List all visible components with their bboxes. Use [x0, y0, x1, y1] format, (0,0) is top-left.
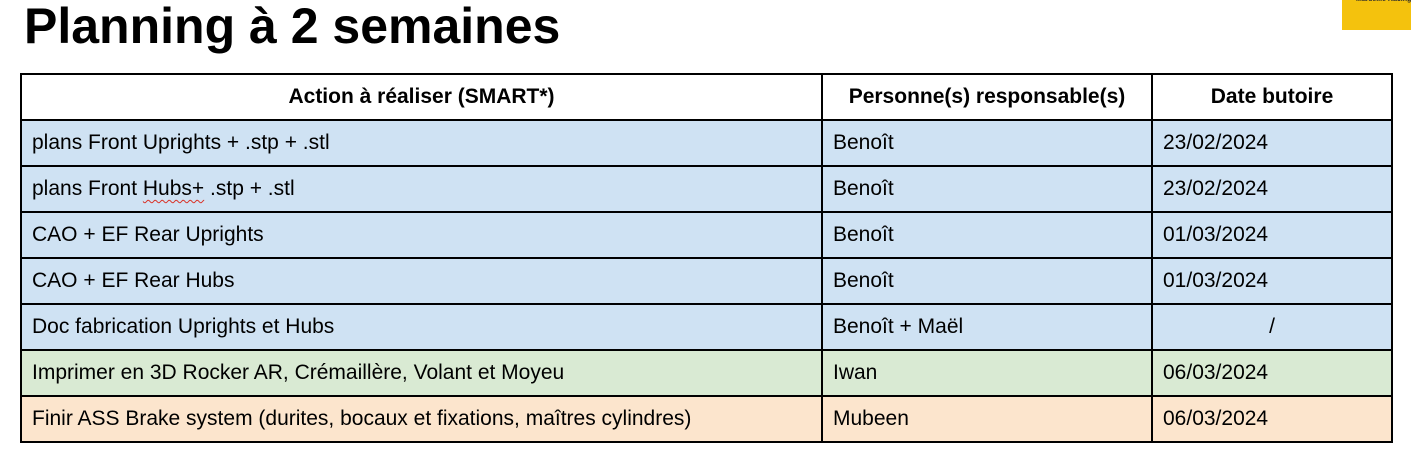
- date-cell[interactable]: 23/02/2024: [1151, 119, 1393, 167]
- action-cell[interactable]: Imprimer en 3D Rocker AR, Crémaillère, V…: [20, 349, 823, 397]
- action-text: plans Front: [32, 177, 143, 200]
- person-cell[interactable]: Benoît: [821, 211, 1153, 259]
- person-cell[interactable]: Iwan: [821, 349, 1153, 397]
- action-text: Imprimer en 3D Rocker AR, Crémaillère, V…: [32, 361, 565, 384]
- action-cell[interactable]: Doc fabrication Uprights et Hubs: [20, 303, 823, 351]
- action-text-rest: .stp + .stl: [204, 177, 295, 200]
- action-text: CAO + EF Rear Hubs: [32, 269, 235, 292]
- action-cell[interactable]: Finir ASS Brake system (durites, bocaux …: [20, 395, 823, 443]
- page-title: Planning à 2 semaines: [24, 0, 561, 54]
- table-row: Finir ASS Brake system (durites, bocaux …: [20, 395, 1393, 443]
- header-row: Action à réaliser (SMART*) Personne(s) r…: [20, 73, 1393, 121]
- date-cell[interactable]: 06/03/2024: [1151, 349, 1393, 397]
- table-row: Imprimer en 3D Rocker AR, Crémaillère, V…: [20, 349, 1393, 397]
- date-cell[interactable]: 23/02/2024: [1151, 165, 1393, 213]
- person-cell[interactable]: Mubeen: [821, 395, 1153, 443]
- action-cell[interactable]: CAO + EF Rear Uprights: [20, 211, 823, 259]
- header-person: Personne(s) responsable(s): [821, 73, 1153, 121]
- action-text: CAO + EF Rear Uprights: [32, 223, 264, 246]
- table-row: plans Front Hubs+ .stp + .stl Benoît 23/…: [20, 165, 1393, 213]
- team-logo: Marseille Racing: [1342, 0, 1411, 30]
- action-cell[interactable]: plans Front Uprights + .stp + .stl: [20, 119, 823, 167]
- action-text: Doc fabrication Uprights et Hubs: [32, 315, 335, 338]
- table-row: plans Front Uprights + .stp + .stl Benoî…: [20, 119, 1393, 167]
- person-cell[interactable]: Benoît: [821, 165, 1153, 213]
- spellcheck-flagged-word[interactable]: Hubs+: [142, 177, 205, 200]
- header-date: Date butoire: [1151, 73, 1393, 121]
- action-cell[interactable]: CAO + EF Rear Hubs: [20, 257, 823, 305]
- person-cell[interactable]: Benoît + Maël: [821, 303, 1153, 351]
- action-text: plans Front Uprights + .stp + .stl: [32, 131, 330, 154]
- person-cell[interactable]: Benoît: [821, 257, 1153, 305]
- planning-table: Action à réaliser (SMART*) Personne(s) r…: [20, 73, 1393, 443]
- logo-text: Marseille Racing: [1356, 0, 1411, 3]
- action-text: Finir ASS Brake system (durites, bocaux …: [32, 407, 692, 430]
- header-action: Action à réaliser (SMART*): [20, 73, 823, 121]
- action-cell[interactable]: plans Front Hubs+ .stp + .stl: [20, 165, 823, 213]
- date-cell[interactable]: 01/03/2024: [1151, 257, 1393, 305]
- table-row: Doc fabrication Uprights et Hubs Benoît …: [20, 303, 1393, 351]
- date-cell[interactable]: /: [1151, 303, 1393, 351]
- date-cell[interactable]: 01/03/2024: [1151, 211, 1393, 259]
- person-cell[interactable]: Benoît: [821, 119, 1153, 167]
- table-row: CAO + EF Rear Uprights Benoît 01/03/2024: [20, 211, 1393, 259]
- table-row: CAO + EF Rear Hubs Benoît 01/03/2024: [20, 257, 1393, 305]
- date-cell[interactable]: 06/03/2024: [1151, 395, 1393, 443]
